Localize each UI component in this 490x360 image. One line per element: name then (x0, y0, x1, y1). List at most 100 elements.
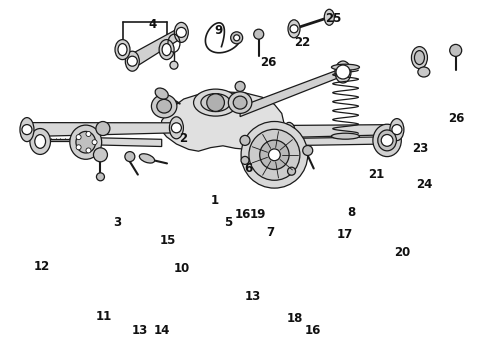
Text: 10: 10 (174, 261, 190, 274)
Polygon shape (87, 138, 162, 147)
Text: 1: 1 (211, 194, 219, 207)
Ellipse shape (194, 89, 238, 116)
Text: 20: 20 (394, 246, 410, 258)
Text: 12: 12 (34, 261, 50, 274)
Ellipse shape (118, 44, 127, 55)
Text: 13: 13 (245, 289, 261, 302)
Circle shape (127, 56, 137, 66)
Polygon shape (44, 139, 87, 141)
Ellipse shape (288, 20, 300, 38)
Ellipse shape (228, 92, 252, 113)
Ellipse shape (115, 40, 130, 60)
Circle shape (240, 135, 250, 145)
Circle shape (249, 129, 300, 180)
Text: 5: 5 (224, 216, 232, 229)
Circle shape (172, 123, 181, 133)
Text: 26: 26 (448, 112, 464, 125)
Text: 23: 23 (412, 141, 428, 154)
Circle shape (76, 135, 81, 140)
Circle shape (241, 156, 249, 165)
Circle shape (176, 27, 186, 37)
Circle shape (86, 148, 91, 153)
Ellipse shape (170, 117, 183, 139)
Ellipse shape (155, 88, 168, 99)
Text: 14: 14 (154, 324, 170, 337)
Circle shape (336, 65, 350, 79)
Ellipse shape (412, 46, 427, 69)
Ellipse shape (331, 64, 360, 70)
Ellipse shape (418, 67, 430, 77)
Ellipse shape (373, 124, 401, 157)
Text: 9: 9 (214, 23, 222, 36)
Text: 8: 8 (347, 207, 355, 220)
Ellipse shape (159, 40, 174, 60)
Circle shape (125, 152, 135, 162)
Polygon shape (161, 92, 284, 151)
Text: 21: 21 (368, 168, 384, 181)
Circle shape (269, 149, 280, 161)
Circle shape (97, 173, 104, 181)
Text: 25: 25 (325, 12, 341, 24)
Ellipse shape (415, 51, 424, 64)
Circle shape (241, 121, 308, 188)
Polygon shape (279, 137, 387, 146)
Ellipse shape (20, 118, 34, 141)
Ellipse shape (324, 9, 334, 25)
Text: 7: 7 (266, 225, 274, 238)
Circle shape (303, 145, 313, 156)
Ellipse shape (157, 99, 172, 113)
Circle shape (94, 148, 107, 162)
Text: 16: 16 (305, 324, 321, 337)
Circle shape (207, 94, 224, 112)
Polygon shape (240, 68, 343, 117)
Ellipse shape (76, 131, 96, 153)
Ellipse shape (162, 44, 171, 55)
Ellipse shape (151, 94, 177, 118)
Ellipse shape (30, 129, 50, 154)
Circle shape (290, 25, 298, 33)
Polygon shape (27, 123, 176, 136)
Circle shape (254, 29, 264, 39)
Text: 24: 24 (416, 179, 432, 192)
Text: 26: 26 (260, 55, 276, 68)
Text: 11: 11 (96, 310, 112, 324)
Circle shape (381, 135, 393, 146)
Ellipse shape (378, 130, 396, 151)
Polygon shape (289, 125, 397, 138)
Circle shape (235, 81, 245, 91)
Ellipse shape (390, 118, 404, 141)
Text: 15: 15 (160, 234, 176, 247)
Circle shape (392, 125, 402, 135)
Text: 2: 2 (179, 131, 187, 144)
Ellipse shape (35, 135, 46, 148)
Text: 19: 19 (250, 208, 266, 221)
Text: 6: 6 (244, 162, 252, 175)
Ellipse shape (139, 154, 155, 163)
Ellipse shape (233, 96, 247, 109)
Ellipse shape (125, 51, 139, 71)
Ellipse shape (201, 94, 230, 112)
Circle shape (170, 61, 178, 69)
Circle shape (22, 125, 32, 135)
Polygon shape (129, 28, 184, 67)
Ellipse shape (70, 125, 102, 159)
Ellipse shape (335, 61, 351, 83)
Circle shape (260, 140, 289, 170)
Circle shape (231, 32, 243, 44)
Text: 18: 18 (287, 312, 303, 325)
Circle shape (450, 44, 462, 57)
Circle shape (76, 145, 81, 150)
Circle shape (287, 146, 296, 156)
Text: 3: 3 (113, 216, 121, 229)
Ellipse shape (96, 122, 110, 135)
Circle shape (86, 131, 91, 136)
Text: 22: 22 (294, 36, 310, 49)
Ellipse shape (331, 133, 360, 139)
Text: 16: 16 (235, 208, 251, 221)
Circle shape (288, 167, 295, 175)
Text: 13: 13 (132, 324, 148, 337)
Ellipse shape (174, 22, 188, 42)
Text: 4: 4 (149, 18, 157, 31)
Circle shape (234, 35, 240, 41)
Text: 17: 17 (337, 229, 353, 242)
